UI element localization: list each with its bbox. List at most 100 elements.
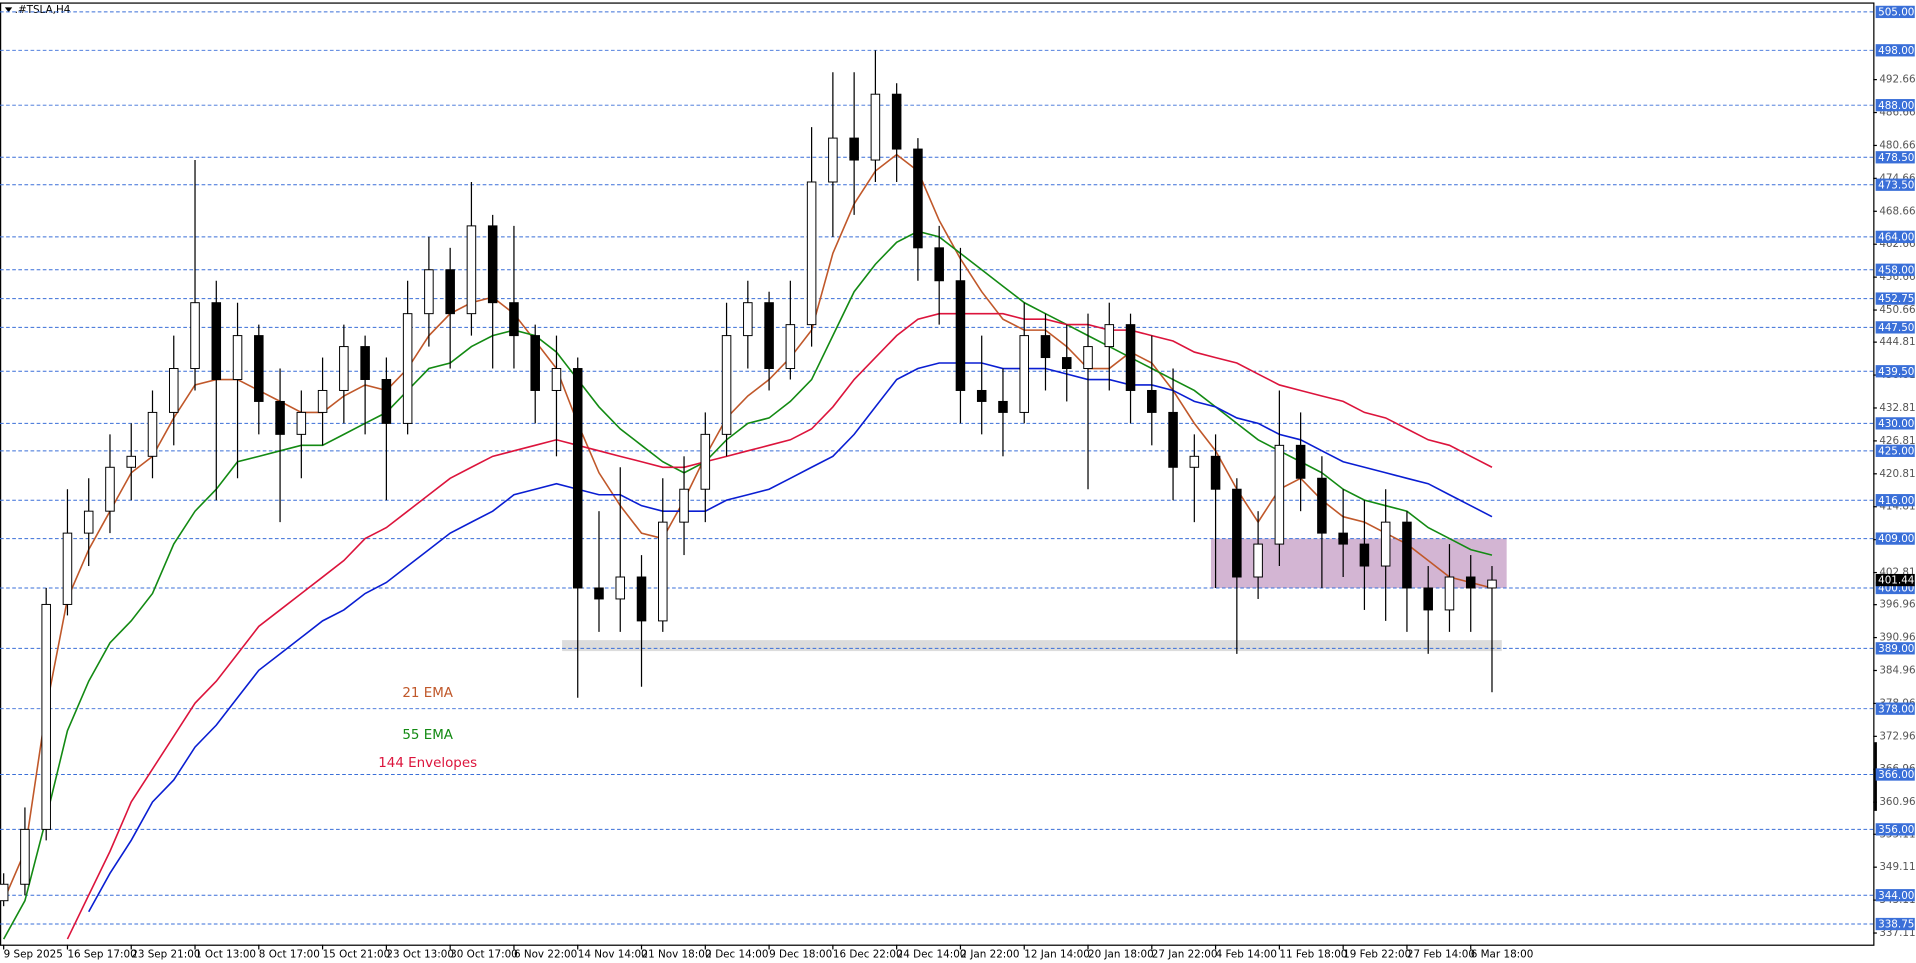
candle-body: [1189, 455, 1200, 468]
candle-body: [849, 137, 859, 161]
candle-body: [168, 368, 179, 413]
y-tick-label: 390.96: [1879, 632, 1915, 644]
level-label: 439.50: [1878, 366, 1914, 378]
candle-body: [1104, 324, 1115, 348]
level-label-box: [1875, 702, 1915, 715]
level-label: 505.00: [1878, 7, 1914, 19]
candle-body: [615, 576, 626, 600]
x-tick-label: 24 Dec 14:00: [897, 948, 967, 960]
candle-body: [1232, 488, 1242, 578]
level-label-box: [1875, 230, 1915, 243]
candle-body: [296, 411, 307, 435]
y-tick-label: 444.81: [1879, 336, 1915, 348]
candle-body: [1402, 521, 1412, 589]
x-tick-label: 30 Oct 17:00: [450, 948, 518, 960]
y-tick-label: 468.66: [1879, 205, 1915, 217]
level-label: 409.00: [1878, 533, 1914, 545]
candle-body: [317, 389, 328, 413]
level-label: 452.75: [1878, 293, 1914, 305]
x-tick-label: 23 Sep 21:00: [131, 948, 200, 960]
candle-body: [1210, 455, 1221, 490]
level-label-box: [1875, 532, 1915, 545]
y-tick-label: 450.66: [1879, 304, 1915, 316]
candle-body: [1487, 579, 1497, 589]
y-tick-label: 372.96: [1879, 730, 1915, 742]
candle-body: [190, 302, 200, 370]
x-tick-label: 27 Feb 14:00: [1407, 948, 1475, 960]
x-tick-label: 23 Oct 13:00: [386, 948, 454, 960]
level-label-box: [1875, 263, 1915, 276]
level-label-box: [1875, 642, 1915, 655]
x-tick-label: 19 Feb 22:00: [1343, 948, 1411, 960]
level-label-box: [1875, 44, 1915, 57]
x-tick-label: 14 Nov 14:00: [578, 948, 648, 960]
candle-body: [891, 93, 902, 150]
candle-body: [1465, 576, 1476, 589]
x-tick-label: 20 Jan 18:00: [1088, 948, 1154, 960]
candle-body: [487, 225, 498, 304]
candle-body: [126, 455, 137, 468]
level-label-box: [1875, 99, 1915, 112]
indicator-line: [2, 230, 1493, 940]
candle-body: [764, 302, 774, 370]
level-label-box: [1875, 768, 1915, 781]
candle-body: [254, 335, 264, 402]
level-label: 430.00: [1878, 418, 1914, 430]
candle-body: [870, 93, 881, 161]
candle-body: [509, 302, 519, 337]
level-label-box: [1875, 494, 1915, 507]
candle-body: [381, 379, 392, 424]
level-label-box: [1875, 151, 1915, 164]
candle-body: [998, 400, 1008, 413]
x-tick-label: 21 Nov 18:00: [642, 948, 712, 960]
level-label-box: [1875, 178, 1915, 191]
candle-body: [551, 368, 562, 391]
candle-body: [658, 521, 668, 622]
x-tick-label: 16 Dec 22:00: [833, 948, 903, 960]
indicator-line: [2, 153, 1493, 901]
candle-body: [1380, 521, 1391, 567]
candle-body: [20, 828, 30, 885]
current-price-box: [1875, 573, 1915, 587]
x-tick-label: 6 Nov 22:00: [514, 948, 577, 960]
level-label: 338.75: [1878, 919, 1914, 931]
level-label: 478.50: [1878, 152, 1914, 164]
candle-body: [1338, 532, 1348, 545]
level-label: 473.50: [1878, 179, 1914, 191]
candle-body: [1040, 335, 1051, 359]
x-tick-label: 9 Dec 18:00: [769, 948, 832, 960]
y-tick-label: 480.66: [1879, 139, 1915, 151]
x-tick-label: 16 Sep 17:00: [67, 948, 136, 960]
symbol-menu-icon[interactable]: [4, 7, 13, 13]
y-tick-label: 396.96: [1879, 599, 1915, 611]
candle-body: [530, 335, 540, 391]
candle-body: [1444, 576, 1455, 611]
level-label: 344.00: [1878, 890, 1914, 902]
level-label: 488.00: [1878, 100, 1914, 112]
candle-body: [360, 346, 370, 380]
candle-body: [232, 335, 243, 380]
candle-body: [976, 389, 987, 402]
y-tick-label: 384.96: [1879, 664, 1915, 676]
chart-title: .#TSLA,H4: [15, 4, 71, 16]
candle-body: [445, 269, 455, 315]
candle-body: [913, 148, 923, 249]
candle-body: [1359, 543, 1370, 567]
level-label-box: [1875, 5, 1915, 19]
x-tick-label: 1 Oct 13:00: [195, 948, 256, 960]
candle-body: [105, 466, 115, 512]
y-tick-label: 432.81: [1879, 402, 1915, 414]
x-tick-label: 12 Jan 14:00: [1024, 948, 1090, 960]
y-tick-label: 349.11: [1879, 861, 1915, 873]
candle-body: [1019, 335, 1029, 413]
level-label: 498.00: [1878, 45, 1914, 57]
candle-body: [700, 433, 711, 490]
candle-body: [424, 269, 434, 315]
level-label-box: [1875, 917, 1915, 931]
indicator-line: [66, 312, 1493, 940]
current-price-label: 401.44: [1878, 575, 1915, 587]
y-tick-label: 360.96: [1879, 796, 1915, 808]
candle-body: [1061, 357, 1072, 370]
